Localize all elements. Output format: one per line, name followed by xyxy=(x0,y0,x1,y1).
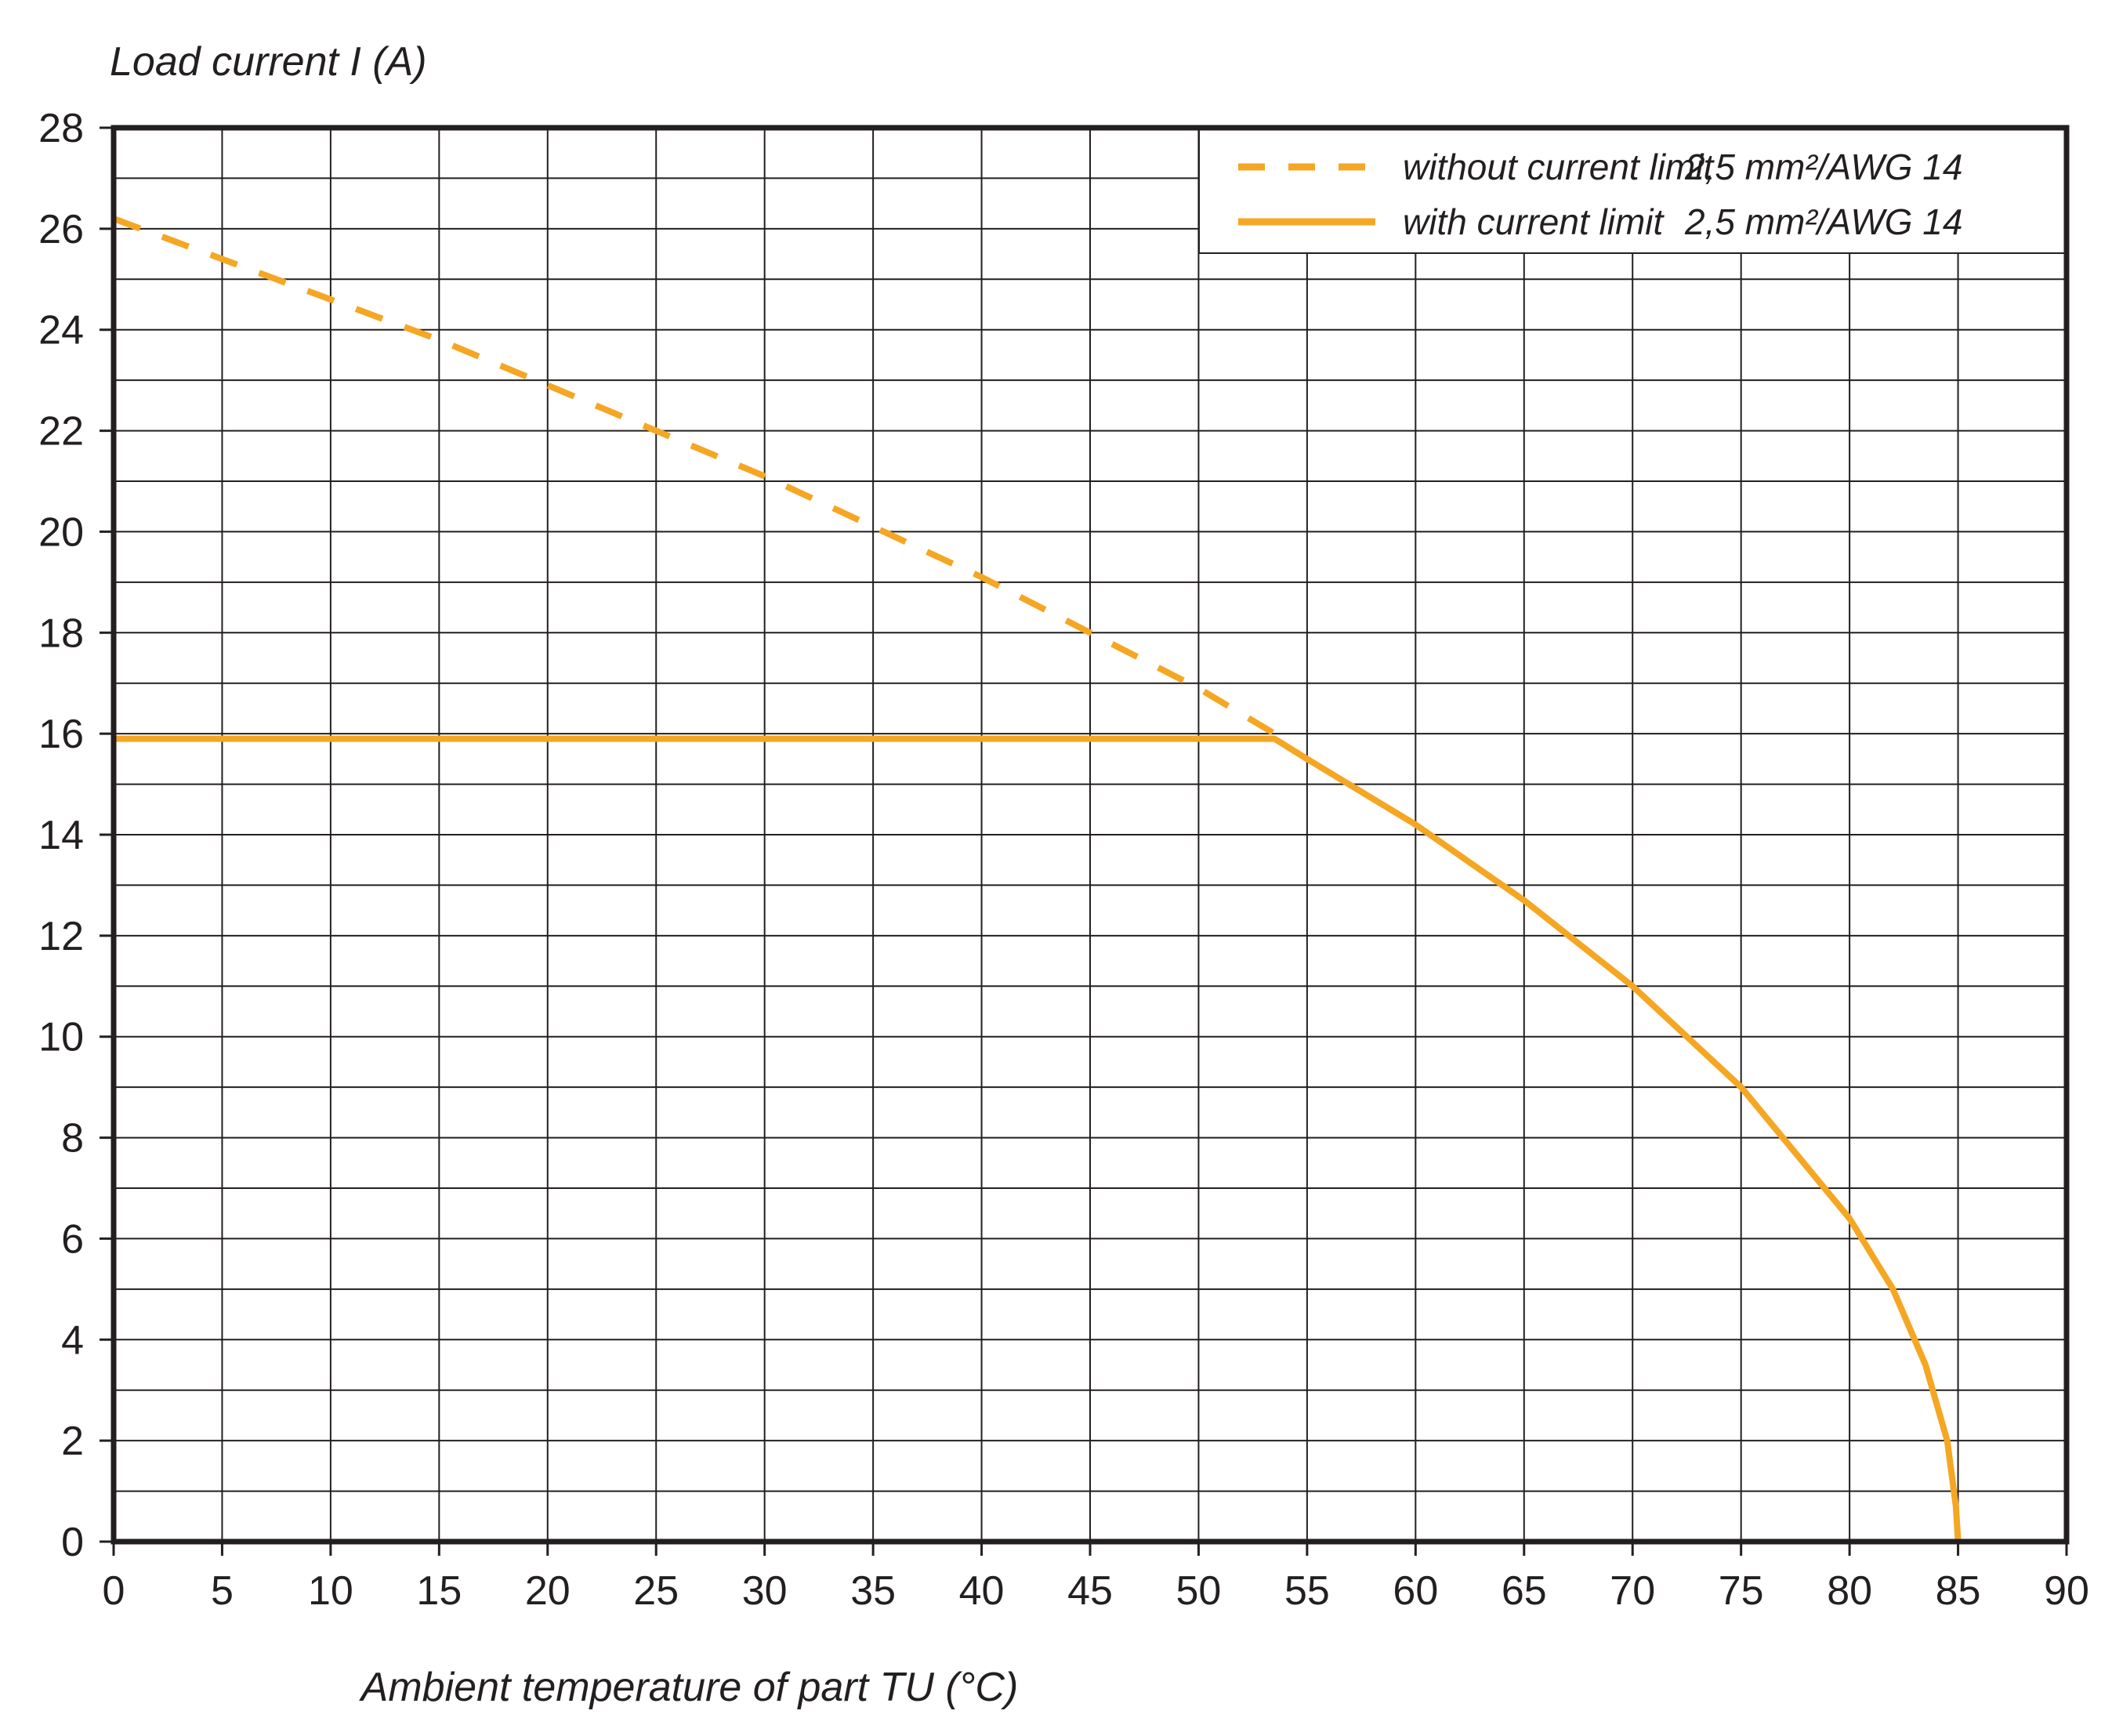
x-tick-label: 80 xyxy=(1827,1568,1872,1614)
legend-wire: 2,5 mm²/AWG 14 xyxy=(1684,201,1962,242)
y-tick-label: 2 xyxy=(61,1419,84,1464)
legend-label: without current limit xyxy=(1403,147,1715,187)
x-tick-label: 65 xyxy=(1502,1568,1547,1614)
x-tick-label: 75 xyxy=(1719,1568,1764,1614)
y-tick-label: 14 xyxy=(38,813,84,858)
y-axis-title: Load current I (A) xyxy=(110,39,427,85)
x-tick-label: 50 xyxy=(1176,1568,1222,1614)
y-tick-label: 0 xyxy=(61,1520,84,1565)
x-tick-label: 55 xyxy=(1284,1568,1330,1614)
x-tick-label: 25 xyxy=(633,1568,679,1614)
y-tick-label: 6 xyxy=(61,1216,84,1262)
legend-wire: 2,5 mm²/AWG 14 xyxy=(1684,147,1962,187)
y-tick-label: 12 xyxy=(38,914,84,959)
x-tick-label: 5 xyxy=(211,1568,234,1614)
y-tick-label: 10 xyxy=(38,1015,84,1060)
x-tick-label: 90 xyxy=(2044,1568,2089,1614)
y-tick-label: 16 xyxy=(38,712,84,757)
y-tick-label: 18 xyxy=(38,611,84,656)
x-tick-label: 70 xyxy=(1610,1568,1655,1614)
x-tick-label: 45 xyxy=(1067,1568,1113,1614)
series-line-without-limit xyxy=(112,216,1277,737)
x-tick-label: 10 xyxy=(308,1568,353,1614)
x-tick-label: 20 xyxy=(525,1568,571,1614)
y-tick-label: 20 xyxy=(38,509,84,555)
x-axis-ticks: 0 5 10 15 20 25 30 35 40 45 50 55 60 65 70 75 80 85 90 xyxy=(103,1542,2089,1614)
y-tick-label: 8 xyxy=(61,1116,84,1162)
x-axis-title: Ambient temperature of part TU (°C) xyxy=(359,1665,1019,1710)
legend-label: with current limit xyxy=(1403,201,1665,242)
y-tick-label: 26 xyxy=(38,207,84,252)
y-tick-label: 28 xyxy=(38,106,84,151)
grid xyxy=(114,128,2067,1542)
x-tick-label: 30 xyxy=(742,1568,788,1614)
series-line-with-limit xyxy=(114,735,1962,1542)
plot-series xyxy=(112,216,1962,1542)
x-tick-label: 40 xyxy=(959,1568,1005,1614)
y-tick-label: 24 xyxy=(38,308,84,353)
x-tick-label: 35 xyxy=(850,1568,896,1614)
y-tick-label: 22 xyxy=(38,409,84,455)
legend-box xyxy=(1198,127,2067,254)
x-tick-label: 85 xyxy=(1936,1568,1981,1614)
x-tick-label: 15 xyxy=(416,1568,462,1614)
y-tick-label: 4 xyxy=(61,1317,84,1363)
x-tick-label: 60 xyxy=(1393,1568,1438,1614)
x-tick-label: 0 xyxy=(103,1568,125,1614)
